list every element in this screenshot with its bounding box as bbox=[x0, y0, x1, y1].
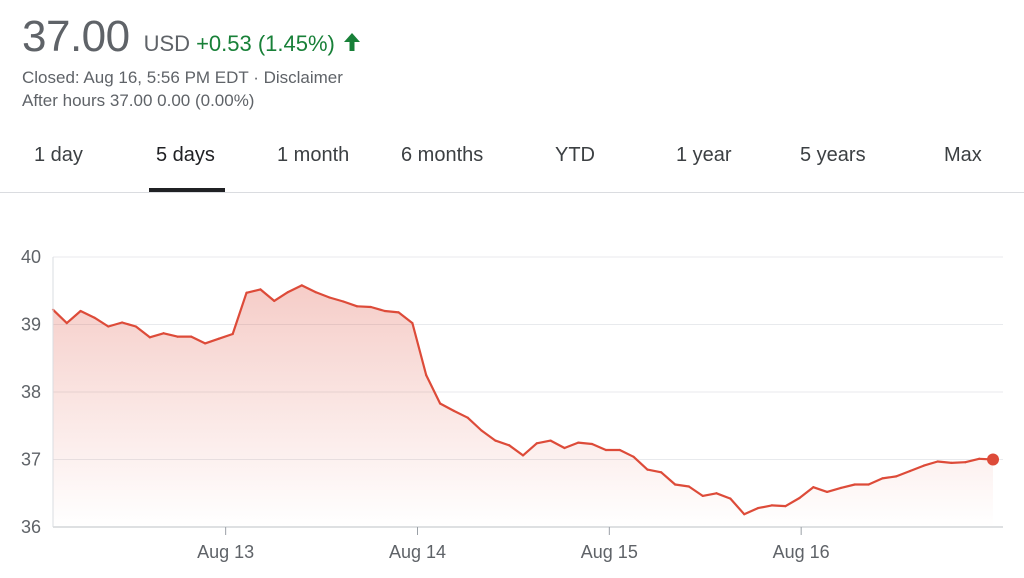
price-line-segment bbox=[425, 374, 442, 405]
tab-1-month[interactable]: 1 month bbox=[277, 144, 350, 166]
price-chart[interactable]: 36 37 38 39 40 Aug 13 Aug 14 Aug 15 Aug 16 bbox=[0, 192, 1024, 578]
price-line-segment bbox=[411, 322, 428, 377]
price-line-segment bbox=[383, 309, 400, 314]
tab-max[interactable]: Max bbox=[944, 144, 982, 166]
price-line-segment bbox=[687, 485, 704, 497]
price-row: 37.00 USD +0.53 (1.45%) bbox=[22, 12, 361, 62]
range-tabs: 1 day 5 days 1 month 6 months YTD 1 year… bbox=[0, 130, 1024, 193]
tab-1-day[interactable]: 1 day bbox=[34, 144, 83, 166]
price-line-segment bbox=[549, 439, 566, 450]
price-line-segment bbox=[563, 441, 580, 450]
price-line-segment bbox=[701, 492, 718, 497]
price-line-segment bbox=[480, 429, 497, 442]
price-line-segment bbox=[839, 483, 856, 489]
price-line-segment bbox=[922, 460, 939, 467]
price-line-segment bbox=[452, 409, 469, 419]
price-line-segment bbox=[148, 332, 165, 339]
price-line-segment bbox=[134, 325, 151, 339]
price-line-segment bbox=[397, 311, 414, 325]
tab-1-year[interactable]: 1 year bbox=[676, 144, 732, 166]
price-line-segment bbox=[881, 475, 898, 480]
y-tick-label: 38 bbox=[21, 382, 41, 402]
price-line-segment bbox=[577, 441, 594, 446]
price-line-segment bbox=[646, 468, 663, 474]
price-line-segment bbox=[521, 442, 538, 457]
price-line-segment bbox=[65, 309, 82, 325]
price-line-segment bbox=[259, 288, 276, 303]
price-line-segment bbox=[204, 337, 220, 345]
price-line-segment bbox=[784, 496, 801, 508]
price-line-segment bbox=[770, 504, 787, 508]
price-line-segment bbox=[245, 288, 262, 294]
price-line-segment bbox=[950, 461, 967, 464]
price-line-segment bbox=[217, 332, 234, 340]
price-line-segment bbox=[798, 486, 815, 500]
active-tab-indicator bbox=[149, 188, 225, 192]
price-line-segment bbox=[328, 296, 345, 303]
y-tick-label: 39 bbox=[21, 315, 41, 335]
price-line-segment bbox=[369, 305, 386, 313]
price-line-segment bbox=[300, 284, 317, 294]
tab-5-days[interactable]: 5 days bbox=[156, 144, 215, 166]
current-price: 37.00 bbox=[22, 12, 130, 61]
price-line-segment bbox=[120, 321, 137, 328]
price-line-segment bbox=[908, 464, 926, 473]
y-tick-label: 36 bbox=[21, 517, 41, 537]
price-line-segment bbox=[895, 469, 912, 478]
market-status: Closed: Aug 16, 5:56 PM EDT · Disclaimer bbox=[22, 68, 343, 87]
y-tick-label: 40 bbox=[21, 247, 41, 267]
price-line-segment bbox=[632, 455, 649, 471]
price-line-segment bbox=[535, 439, 552, 445]
price-line-segment bbox=[466, 416, 483, 432]
price-line-segment bbox=[729, 497, 746, 516]
price-line-segment bbox=[825, 486, 843, 493]
price-area-fill bbox=[53, 285, 993, 527]
price-line-segment bbox=[273, 290, 290, 303]
currency-label: USD bbox=[143, 31, 191, 56]
price-line-segment bbox=[508, 444, 525, 457]
price-line-segment bbox=[812, 486, 829, 493]
quote-header: 37.00 USD +0.53 (1.45%) Closed: Aug 16, … bbox=[22, 12, 361, 112]
x-tick-label: Aug 14 bbox=[389, 542, 446, 562]
last-price-marker[interactable] bbox=[987, 453, 999, 466]
price-line-segment bbox=[936, 460, 953, 464]
price-line-segment bbox=[190, 335, 207, 345]
price-line-segment bbox=[867, 477, 884, 486]
price-line-segment bbox=[715, 492, 732, 500]
price-line-segment bbox=[590, 442, 608, 452]
arrow-up-icon bbox=[343, 31, 361, 53]
y-tick-label: 37 bbox=[21, 450, 41, 470]
x-tick-label: Aug 16 bbox=[773, 542, 830, 562]
price-change: +0.53 (1.45%) bbox=[196, 31, 335, 56]
price-line-segment bbox=[964, 457, 981, 464]
x-tick-label: Aug 15 bbox=[581, 542, 638, 562]
price-line-segment bbox=[231, 291, 248, 336]
x-tick-label: Aug 13 bbox=[197, 542, 254, 562]
price-line-segment bbox=[286, 284, 303, 294]
price-line-segment bbox=[342, 300, 359, 308]
price-line-segment bbox=[93, 316, 110, 328]
price-line-segment bbox=[162, 332, 179, 338]
price-line-segment bbox=[79, 309, 96, 319]
tab-5-years[interactable]: 5 years bbox=[800, 144, 866, 166]
price-line-segment bbox=[439, 402, 455, 412]
tab-ytd[interactable]: YTD bbox=[555, 144, 595, 166]
price-line-segment bbox=[314, 290, 331, 299]
price-line-segment bbox=[51, 308, 68, 325]
price-line-segment bbox=[673, 483, 691, 488]
price-line-segment bbox=[107, 321, 124, 328]
price-line-segment bbox=[494, 439, 511, 447]
price-line-segment bbox=[618, 448, 635, 458]
price-line-segment bbox=[743, 507, 760, 516]
price-line-segment bbox=[756, 504, 773, 510]
price-line-segment bbox=[356, 305, 372, 309]
after-hours-quote: After hours 37.00 0.00 (0.00%) bbox=[22, 91, 255, 110]
price-line-segment bbox=[660, 471, 677, 486]
tab-6-months[interactable]: 6 months bbox=[401, 144, 484, 166]
